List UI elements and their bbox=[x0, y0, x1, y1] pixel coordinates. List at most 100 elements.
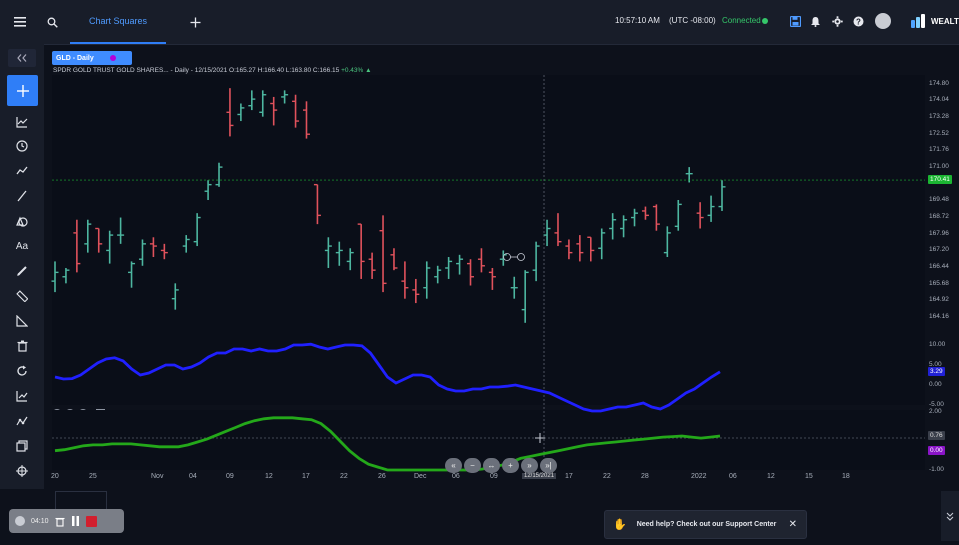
date-tick: 22 bbox=[340, 473, 348, 480]
text-tool-icon[interactable]: Aa bbox=[15, 240, 29, 252]
symbol-name: SPDR GOLD TRUST GOLD SHARES... bbox=[53, 67, 169, 74]
brand-logo: WEALTH bbox=[911, 14, 959, 28]
expand-panel-button[interactable] bbox=[941, 491, 959, 541]
indicator2-tick: 2.00 bbox=[929, 408, 942, 415]
zoom-out-icon[interactable]: − bbox=[464, 458, 481, 473]
close-icon[interactable]: ✕ bbox=[788, 519, 797, 530]
reset-icon[interactable]: ↔ bbox=[483, 458, 500, 473]
gear-icon[interactable] bbox=[830, 14, 844, 28]
stop-icon[interactable] bbox=[85, 515, 97, 527]
svg-text:?: ? bbox=[856, 17, 861, 26]
indicators-icon[interactable] bbox=[8, 111, 36, 133]
price-tick: 171.76 bbox=[929, 146, 949, 154]
symbol-pill[interactable]: GLD - Daily bbox=[52, 51, 132, 65]
save-icon[interactable] bbox=[788, 14, 802, 28]
bell-icon[interactable] bbox=[808, 14, 822, 28]
main-pane-bg bbox=[52, 75, 925, 340]
add-tab-icon[interactable] bbox=[187, 14, 203, 30]
recorder-time: 04:10 bbox=[31, 517, 49, 525]
maximize-icon[interactable]: + bbox=[96, 409, 105, 418]
price-tick: 167.96 bbox=[929, 229, 949, 237]
line-tool-icon[interactable] bbox=[8, 185, 36, 207]
tab-chart-squares[interactable]: Chart Squares bbox=[70, 0, 166, 44]
scroll-right-icon[interactable]: » bbox=[521, 458, 538, 473]
indicator2-value-tag: 0.00 bbox=[928, 445, 945, 455]
chevron-down-icon[interactable]: ▾ bbox=[65, 335, 75, 345]
pencil-icon[interactable] bbox=[8, 260, 36, 282]
clock-icon[interactable] bbox=[8, 135, 36, 157]
avatar[interactable] bbox=[875, 13, 891, 29]
help-icon[interactable]: ? bbox=[851, 14, 865, 28]
date-tick: 12 bbox=[767, 473, 775, 480]
settings-icon[interactable]: ✎ bbox=[52, 76, 62, 86]
scroll-start-icon[interactable]: « bbox=[445, 458, 462, 473]
settings-icon[interactable]: ✎ bbox=[52, 409, 62, 419]
chevron-up-icon[interactable]: ▴ bbox=[78, 76, 88, 86]
support-toast: ✋ Need help? Check out our Support Cente… bbox=[604, 510, 807, 539]
crosshair-date: 12/15/2021 bbox=[522, 473, 557, 479]
layers-icon[interactable] bbox=[8, 435, 36, 457]
help-text[interactable]: Need help? Check out our Support Center bbox=[636, 521, 777, 528]
watermark-text: WEALTHCHARTS bbox=[70, 322, 125, 330]
trend-icon[interactable] bbox=[8, 160, 36, 182]
indicator2-tick: -1.00 bbox=[929, 466, 944, 473]
collapse-sidebar-icon[interactable] bbox=[8, 49, 36, 67]
indicator1-value-tag: 3.29 bbox=[928, 366, 945, 376]
crosshair-tool-icon[interactable] bbox=[7, 75, 38, 106]
indicator2-controls: ✎ ▾ ▴ + bbox=[52, 409, 105, 419]
date-tick: 25 bbox=[89, 473, 97, 480]
date-tick: 06 bbox=[729, 473, 737, 480]
indicator1-tick: 10.00 bbox=[929, 341, 946, 348]
settings-icon[interactable]: ✎ bbox=[52, 335, 62, 345]
trash-icon[interactable] bbox=[8, 335, 36, 357]
chevron-up-icon[interactable]: ▴ bbox=[78, 335, 88, 345]
tab-label: Chart Squares bbox=[88, 16, 148, 26]
maximize-icon[interactable]: + bbox=[96, 335, 105, 344]
chevron-up-icon[interactable]: ▴ bbox=[78, 409, 88, 419]
chevron-double-down-icon bbox=[946, 512, 954, 521]
indicator1-tick: -5.00 bbox=[929, 401, 944, 408]
clock-time: 10:57:10 AM bbox=[615, 16, 660, 25]
current-price-tag: 170.41 bbox=[928, 175, 952, 185]
wave-icon: ✋ bbox=[613, 519, 627, 531]
globe-icon[interactable] bbox=[15, 516, 25, 526]
pause-icon[interactable] bbox=[71, 516, 80, 526]
scroll-end-icon[interactable]: »| bbox=[540, 458, 557, 473]
zoom-in-icon[interactable]: + bbox=[502, 458, 519, 473]
brand-text: WEALTH bbox=[931, 16, 959, 26]
chevron-down-icon[interactable]: ▾ bbox=[65, 409, 75, 419]
target-icon[interactable] bbox=[8, 460, 36, 482]
date-tick: 26 bbox=[378, 473, 386, 480]
date-tick: 22 bbox=[603, 473, 611, 480]
price-tick: 164.16 bbox=[929, 313, 949, 321]
main-pane-controls: ✎ ▾ ▴ bbox=[52, 76, 88, 86]
price-tick: 166.44 bbox=[929, 263, 949, 271]
shapes-icon[interactable] bbox=[8, 210, 36, 232]
search-icon[interactable] bbox=[44, 14, 60, 30]
chart-nav: « − ↔ + » »| bbox=[445, 458, 557, 473]
drawing-toolbar: Aa bbox=[0, 44, 44, 545]
measure-icon[interactable] bbox=[8, 310, 36, 332]
up-arrow-icon: ▲ bbox=[363, 67, 372, 74]
chart-type-icon[interactable] bbox=[8, 385, 36, 407]
screen-recorder: 04:10 bbox=[9, 509, 124, 533]
refresh-icon[interactable] bbox=[8, 360, 36, 382]
symbol-pill-label: GLD - Daily bbox=[56, 54, 94, 62]
watermark: WEALTHCHARTS bbox=[53, 320, 124, 332]
date-tick: 28 bbox=[641, 473, 649, 480]
ruler-icon[interactable] bbox=[8, 285, 36, 307]
date-tick: 09 bbox=[226, 473, 234, 480]
connection-dot bbox=[762, 18, 768, 24]
date-tick: 06 bbox=[452, 473, 460, 480]
ohlc-legend: SPDR GOLD TRUST GOLD SHARES... - Daily -… bbox=[53, 67, 372, 74]
menu-icon[interactable] bbox=[12, 14, 28, 30]
path-icon[interactable] bbox=[8, 410, 36, 432]
indicator1-tick: 5.00 bbox=[929, 361, 942, 368]
indicator1-tick: 0.00 bbox=[929, 381, 942, 388]
price-tick: 169.48 bbox=[929, 196, 949, 204]
chevron-down-icon[interactable]: ▾ bbox=[65, 76, 75, 86]
date-tick: 04 bbox=[189, 473, 197, 480]
drawing-anchor bbox=[503, 253, 511, 261]
trash-icon[interactable] bbox=[55, 516, 65, 527]
timezone[interactable]: (UTC -08:00) bbox=[669, 16, 716, 25]
